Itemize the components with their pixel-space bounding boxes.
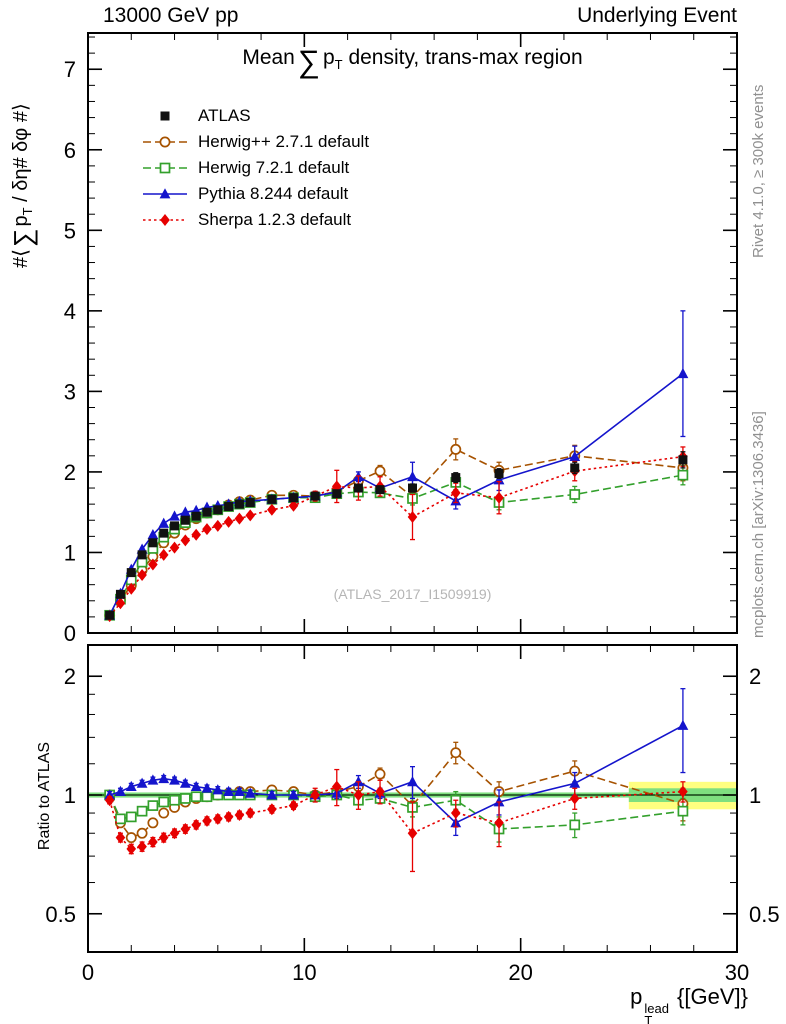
svg-text:30: 30: [725, 960, 749, 985]
svg-text:2: 2: [64, 664, 76, 689]
legend-marker-herwig-2-7-1-default: [142, 133, 188, 151]
beam-energy-label: 13000 GeV pp: [103, 4, 239, 27]
legend-item-sherpa-1-2-3-default: Sherpa 1.2.3 default: [142, 207, 369, 233]
y-axis-label: #⟨∑pT / δη# δφ #⟩: [8, 18, 39, 268]
svg-text:0.5: 0.5: [749, 902, 780, 927]
series-atlas-main: [105, 451, 688, 620]
legend-label-sherpa-1-2-3-default: Sherpa 1.2.3 default: [198, 210, 352, 229]
svg-text:10: 10: [292, 960, 316, 985]
plot-title: Mean∑ pT density, trans-max region: [88, 44, 737, 80]
svg-text:1: 1: [64, 540, 76, 565]
title-prefix: Mean: [242, 46, 295, 69]
svg-text:1: 1: [749, 783, 761, 808]
svg-text:1: 1: [64, 783, 76, 808]
ylabel-sub: T: [20, 207, 35, 216]
xlabel-sup: lead: [644, 1001, 669, 1016]
ratio-axis-label: Ratio to ATLAS: [36, 741, 53, 851]
legend-label-pythia-8-244-default: Pythia 8.244 default: [198, 184, 349, 203]
legend-marker-atlas: [142, 107, 188, 125]
analysis-group-label: Underlying Event: [577, 4, 737, 27]
svg-text:3: 3: [64, 379, 76, 404]
ylabel-prefix: #⟨: [10, 249, 32, 268]
series-herwig-7-2-1-default-ratio: [104, 789, 689, 843]
legend-marker-pythia-8-244-default: [142, 185, 188, 203]
svg-text:5: 5: [64, 218, 76, 243]
legend: ATLAS Herwig++ 2.7.1 default Herwig 7.2.1 …: [142, 103, 369, 233]
analysis-id-watermark: (ATLAS_2017_I1509919): [333, 586, 492, 602]
svg-text:4: 4: [64, 299, 76, 324]
xlabel-subsup: lead T: [644, 1001, 669, 1024]
svg-text:6: 6: [64, 138, 76, 163]
legend-label-herwig-2-7-1-default: Herwig++ 2.7.1 default: [198, 132, 370, 151]
axes: 0 1 2 3 4 5 6 7 0 10 20 30 0.5 0.5 1 1 2 2: [45, 32, 780, 985]
series-pythia-8-244-default-main: [104, 310, 689, 620]
title-suffix: density, trans-max region: [348, 46, 583, 69]
x-axis-label: p lead T {[GeV]}: [630, 984, 748, 1024]
legend-item-herwig-7-2-1-default: Herwig 7.2.1 default: [142, 155, 369, 181]
series-sherpa-1-2-3-default-ratio: [104, 768, 688, 873]
legend-item-atlas: ATLAS: [142, 103, 369, 129]
svg-text:7: 7: [64, 57, 76, 82]
ylabel-p: p: [10, 215, 32, 227]
svg-text:0: 0: [64, 621, 76, 646]
legend-marker-herwig-7-2-1-default: [142, 159, 188, 177]
legend-label-herwig-7-2-1-default: Herwig 7.2.1 default: [198, 158, 350, 177]
svg-text:2: 2: [749, 664, 761, 689]
mcplots-arxiv-note: mcplots.cern.ch [arXiv:1306.3436]: [750, 411, 767, 638]
svg-text:0.5: 0.5: [45, 902, 76, 927]
xlabel-sub: T: [644, 1013, 653, 1024]
legend-item-pythia-8-244-default: Pythia 8.244 default: [142, 181, 369, 207]
legend-item-herwig-2-7-1-default: Herwig++ 2.7.1 default: [142, 129, 369, 155]
title-sub: T: [334, 57, 343, 73]
ylabel-sum-symbol: ∑: [8, 228, 38, 248]
svg-text:20: 20: [508, 960, 532, 985]
title-p: p: [322, 46, 335, 69]
legend-marker-sherpa-1-2-3-default: [142, 211, 188, 229]
legend-label-atlas: ATLAS: [198, 106, 251, 125]
rivet-version-note: Rivet 4.1.0, ≥ 300k events: [750, 84, 767, 258]
xlabel-p: p: [630, 984, 643, 1009]
svg-text:0: 0: [82, 960, 94, 985]
svg-text:2: 2: [64, 460, 76, 485]
sum-symbol: ∑: [297, 44, 320, 79]
xlabel-units: {[GeV]}: [677, 984, 748, 1009]
ylabel-suffix: / δη# δφ #⟩: [10, 103, 32, 202]
